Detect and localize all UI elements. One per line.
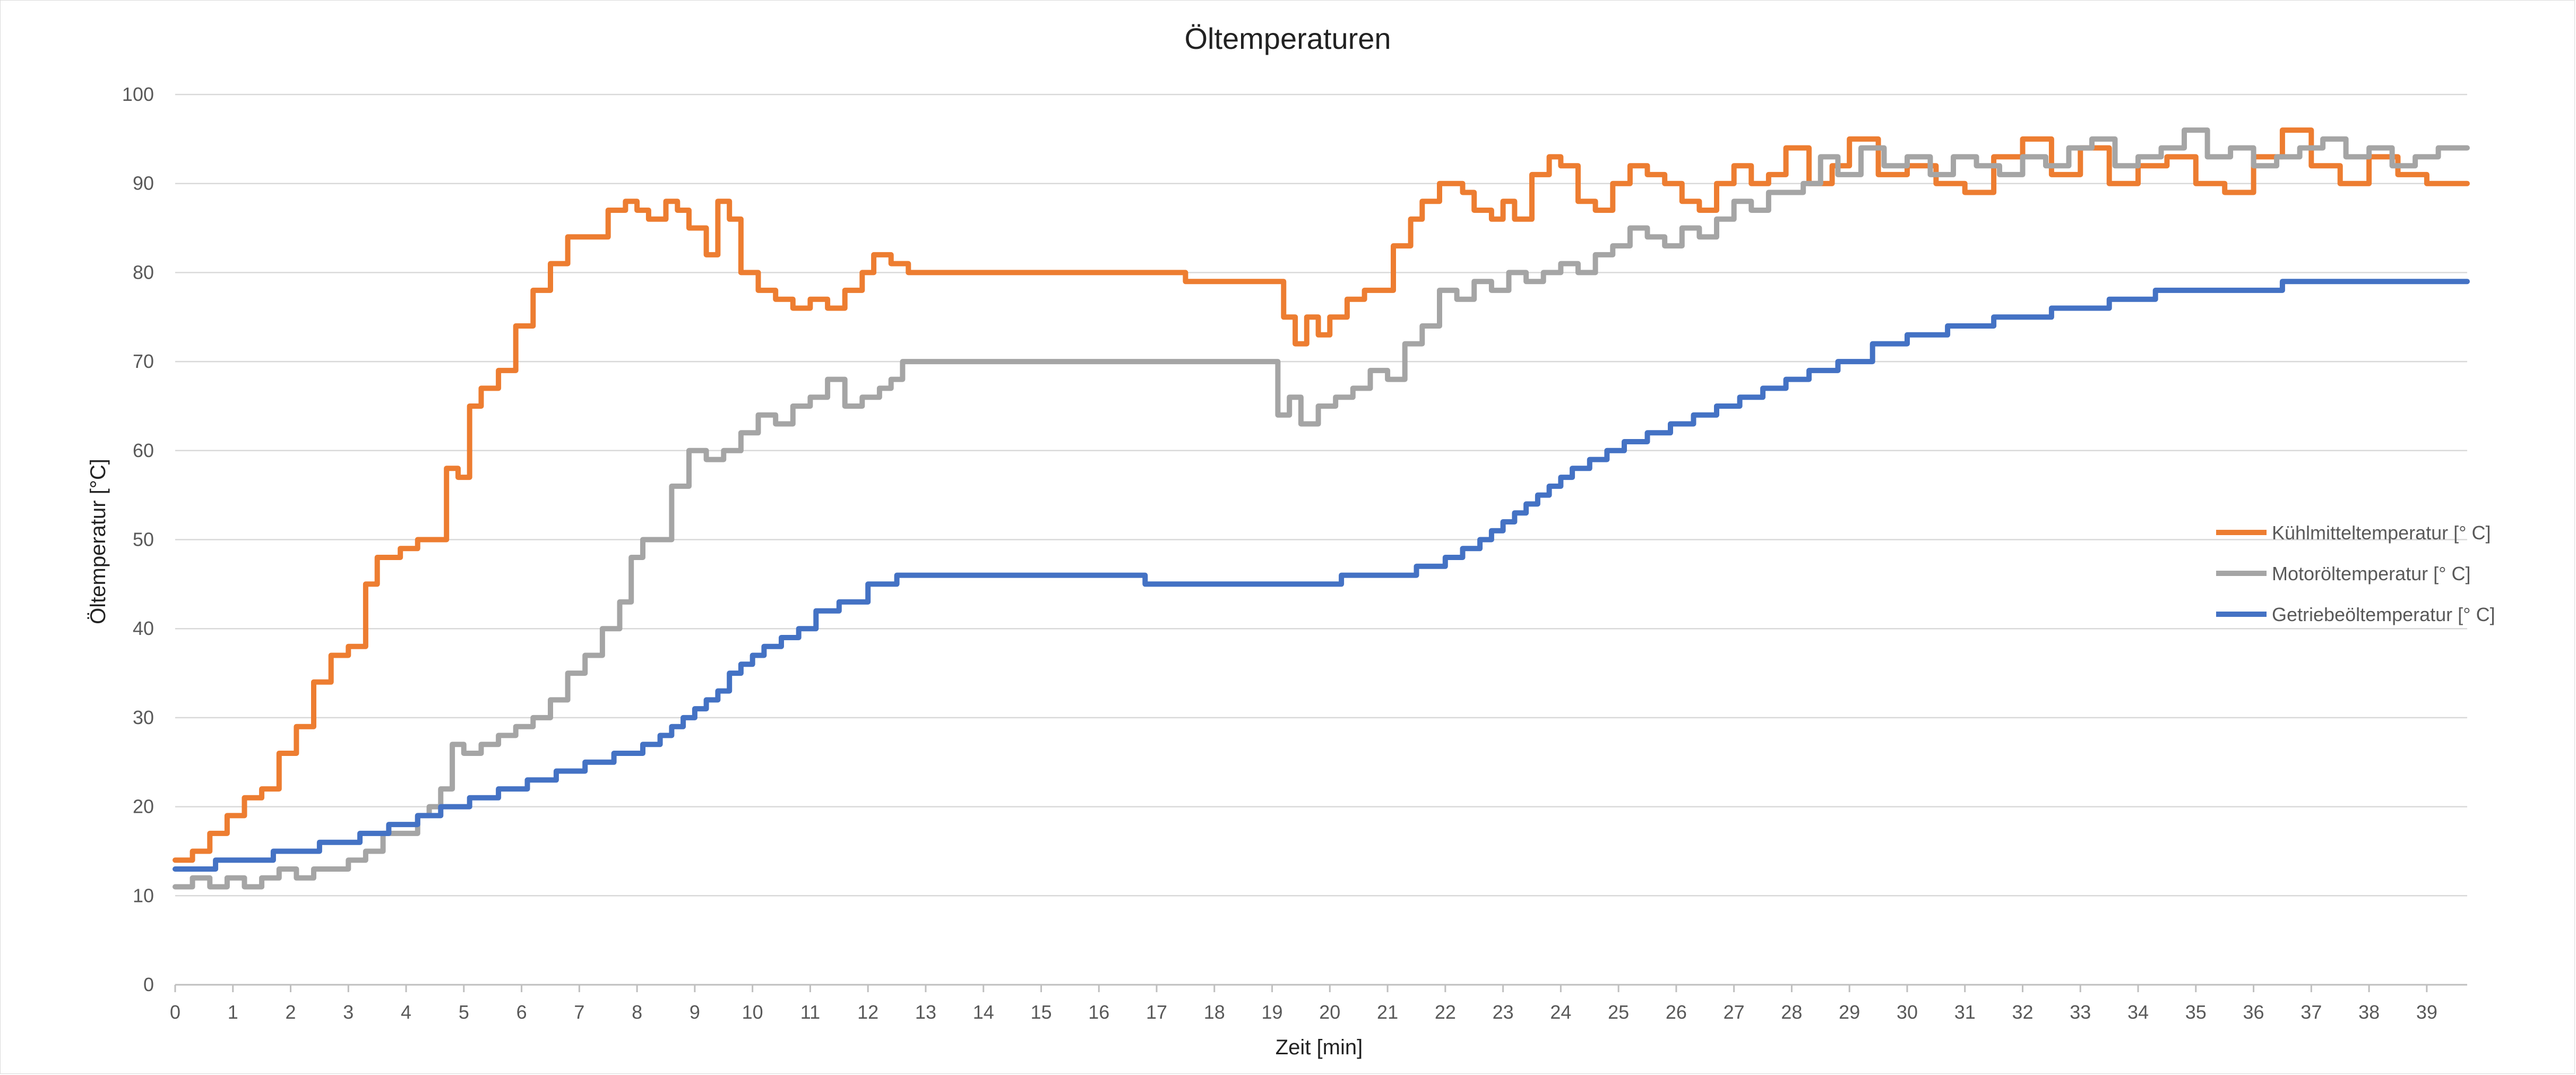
x-tick-label: 30 [1897, 1001, 1918, 1023]
x-tick-label: 32 [2012, 1001, 2033, 1023]
x-tick-label: 26 [1666, 1001, 1687, 1023]
x-tick-label: 29 [1839, 1001, 1860, 1023]
x-tick-label: 37 [2301, 1001, 2322, 1023]
y-tick-label: 90 [133, 173, 154, 194]
x-tick-label: 24 [1550, 1001, 1571, 1023]
x-tick-label: 4 [401, 1001, 411, 1023]
legend-label: Motoröltemperatur [° C] [2272, 563, 2471, 584]
x-tick-label: 15 [1030, 1001, 1052, 1023]
x-tick-label: 16 [1088, 1001, 1109, 1023]
x-tick-label: 12 [857, 1001, 878, 1023]
x-axis-ticks: 0 1 2 3 4 5 6 7 8 9 10 11 12 13 14 15 16 17 18 19 20 21 22 23 24… [170, 985, 2437, 1023]
x-tick-label: 7 [574, 1001, 584, 1023]
y-tick-label: 70 [133, 350, 154, 372]
y-tick-label: 60 [133, 440, 154, 461]
y-tick-label: 30 [133, 707, 154, 728]
x-tick-label: 36 [2243, 1001, 2264, 1023]
x-tick-label: 18 [1204, 1001, 1225, 1023]
y-tick-label: 10 [133, 884, 154, 906]
legend: Kühlmitteltemperatur [° C] Motoröltempera… [2216, 522, 2495, 625]
y-tick-label: 50 [133, 529, 154, 551]
x-tick-label: 2 [286, 1001, 296, 1023]
series-line-1 [173, 127, 2470, 863]
x-tick-label: 21 [1377, 1001, 1398, 1023]
x-tick-label: 38 [2358, 1001, 2380, 1023]
y-tick-label: 0 [143, 974, 154, 995]
x-tick-label: 1 [228, 1001, 238, 1023]
y-tick-label: 80 [133, 261, 154, 283]
x-tick-label: 0 [170, 1001, 180, 1023]
x-tick-label: 11 [800, 1001, 820, 1023]
gridlines [175, 93, 2467, 897]
x-tick-label: 13 [915, 1001, 936, 1023]
series-lines [173, 127, 2470, 890]
y-tick-label: 40 [133, 617, 154, 639]
series-line-3 [173, 279, 2470, 872]
x-tick-label: 22 [1435, 1001, 1456, 1023]
x-tick-label: 3 [343, 1001, 354, 1023]
x-axis-label: Zeit [min] [1276, 1036, 1363, 1059]
x-tick-label: 8 [632, 1001, 642, 1023]
x-tick-label: 27 [1724, 1001, 1745, 1023]
x-tick-label: 6 [516, 1001, 527, 1023]
chart-title: Öltemperaturen [1184, 22, 1391, 55]
x-tick-label: 34 [2127, 1001, 2149, 1023]
y-axis-label: Öltemperatur [°C] [87, 459, 110, 624]
x-tick-label: 19 [1262, 1001, 1283, 1023]
x-tick-label: 35 [2185, 1001, 2207, 1023]
x-tick-label: 9 [690, 1001, 700, 1023]
x-tick-label: 25 [1608, 1001, 1629, 1023]
legend-label: Kühlmitteltemperatur [° C] [2272, 522, 2491, 544]
x-tick-label: 31 [1954, 1001, 1976, 1023]
x-tick-label: 5 [459, 1001, 469, 1023]
x-tick-label: 14 [973, 1001, 994, 1023]
y-tick-label: 20 [133, 796, 154, 818]
x-tick-label: 17 [1146, 1001, 1167, 1023]
x-tick-label: 10 [742, 1001, 763, 1023]
x-tick-label: 39 [2416, 1001, 2437, 1023]
series-line-2 [173, 127, 2470, 890]
y-tick-label: 100 [122, 83, 154, 105]
x-tick-label: 20 [1319, 1001, 1340, 1023]
x-tick-label: 28 [1781, 1001, 1802, 1023]
x-tick-label: 33 [2070, 1001, 2091, 1023]
legend-label: Getriebeöltemperatur [° C] [2272, 604, 2495, 625]
y-axis-ticks: 0 10 20 30 40 50 60 70 80 90 100 [122, 83, 154, 995]
x-tick-label: 23 [1493, 1001, 1514, 1023]
